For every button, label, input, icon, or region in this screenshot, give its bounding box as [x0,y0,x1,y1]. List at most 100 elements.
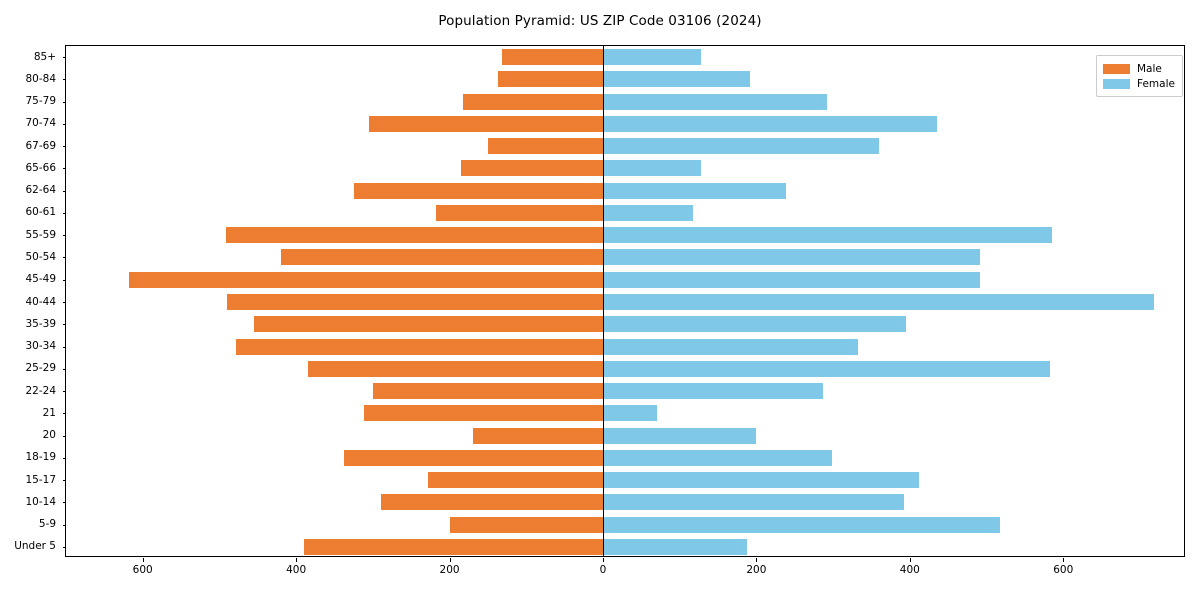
bar-female-30-34 [602,338,858,355]
bar-row [66,427,1184,444]
y-axis-label-30-34: 30-34 [25,340,56,353]
y-axis-label-55-59: 55-59 [25,228,56,241]
bar-female-50-54 [602,249,981,266]
bar-row [66,115,1184,132]
y-axis-label-50-54: 50-54 [25,250,56,263]
x-axis-label-4: 200 [746,564,767,576]
bar-male-67-69 [487,138,603,155]
y-axis-label-60-61: 60-61 [25,206,56,219]
bar-female-10-14 [602,494,904,511]
y-axis-label-85-: 85+ [33,50,56,63]
plot-area: 85+ 80-84 75-79 70-74 67-69 65-66 62-64 60-61 55… [14,45,1185,575]
y-axis-tick [62,79,66,81]
bar-female-5-9 [602,516,1000,533]
bar-row [66,271,1184,288]
bar-male-under-5 [303,538,603,555]
y-axis-label-65-66: 65-66 [25,161,56,174]
bar-row [66,538,1184,555]
y-axis-tick [62,457,66,459]
bar-male-30-34 [236,338,603,355]
x-axis-label-2: 200 [439,564,460,576]
bar-female-65-66 [602,160,702,177]
y-axis-tick [62,368,66,370]
bar-male-62-64 [353,182,603,199]
x-axis-tick [449,558,451,562]
y-axis-label-22-24: 22-24 [25,384,56,397]
y-axis-label-under-5: Under 5 [14,540,56,553]
legend-swatch-female [1103,78,1130,89]
bar-row [66,338,1184,355]
bar-male-70-74 [369,115,603,132]
bar-female-70-74 [602,115,937,132]
bar-row [66,316,1184,333]
x-axis-tick [1063,558,1065,562]
y-axis-tick [62,123,66,125]
x-axis-tick [756,558,758,562]
bar-male-20 [472,427,603,444]
bar-female-45-49 [602,271,981,288]
bar-row [66,93,1184,110]
x-axis-label-0: 600 [132,564,153,576]
bar-female-60-61 [602,204,693,221]
bar-row [66,472,1184,489]
bar-row [66,182,1184,199]
x-axis-label-5: 400 [899,564,920,576]
bar-male-21 [363,405,603,422]
bar-female-20 [602,427,757,444]
y-axis-tick [62,391,66,393]
y-axis-tick [62,524,66,526]
y-axis-tick [62,235,66,237]
y-axis-tick [62,101,66,103]
x-axis-tick [602,558,604,562]
y-axis-label-21: 21 [42,406,56,419]
chart-title: Population Pyramid: US ZIP Code 03106 (2… [438,13,762,29]
bar-row [66,449,1184,466]
bar-female-40-44 [602,293,1154,310]
bar-male-5-9 [449,516,603,533]
bar-male-75-79 [463,93,603,110]
x-axis-label-6: 600 [1053,564,1074,576]
bar-row [66,293,1184,310]
y-axis-label-5-9: 5-9 [38,518,56,531]
bar-female-15-17 [602,472,920,489]
y-axis-label-35-39: 35-39 [25,317,56,330]
bar-row [66,494,1184,511]
y-axis-label-75-79: 75-79 [25,95,56,108]
y-axis-tick [62,502,66,504]
bar-female-75-79 [602,93,827,110]
x-axis-label-1: 400 [286,564,307,576]
y-axis-tick [62,146,66,148]
y-axis-tick [62,257,66,259]
bar-male-10-14 [380,494,603,511]
bar-row [66,405,1184,422]
y-axis-tick [62,435,66,437]
legend-label-male: Male [1137,62,1162,75]
x-axis-label-3: 0 [599,564,607,576]
y-axis-label-20: 20 [42,429,56,442]
y-axis-tick [62,190,66,192]
bar-female-55-59 [602,227,1052,244]
bar-female-21 [602,405,657,422]
y-axis-label-15-17: 15-17 [25,473,56,486]
y-axis-tick [62,302,66,303]
y-axis-tick [62,279,66,281]
bar-row [66,383,1184,400]
bar-female-25-29 [602,360,1051,377]
bar-male-25-29 [307,360,603,377]
bar-female-85- [602,49,702,66]
y-axis-label-70-74: 70-74 [25,117,56,130]
bar-male-18-19 [343,449,603,466]
y-axis-label-25-29: 25-29 [25,362,56,375]
y-axis-label-67-69: 67-69 [25,139,56,152]
bar-male-35-39 [253,316,603,333]
legend-entry-female[interactable]: Female [1103,76,1175,91]
legend-entry-male[interactable]: Male [1103,61,1175,76]
bar-male-15-17 [428,472,603,489]
x-axis-tick [909,558,911,562]
bar-male-80-84 [497,71,603,88]
bar-row [66,71,1184,88]
y-axis-label-18-19: 18-19 [25,451,56,464]
y-axis-tick [62,346,66,348]
bar-row [66,138,1184,155]
